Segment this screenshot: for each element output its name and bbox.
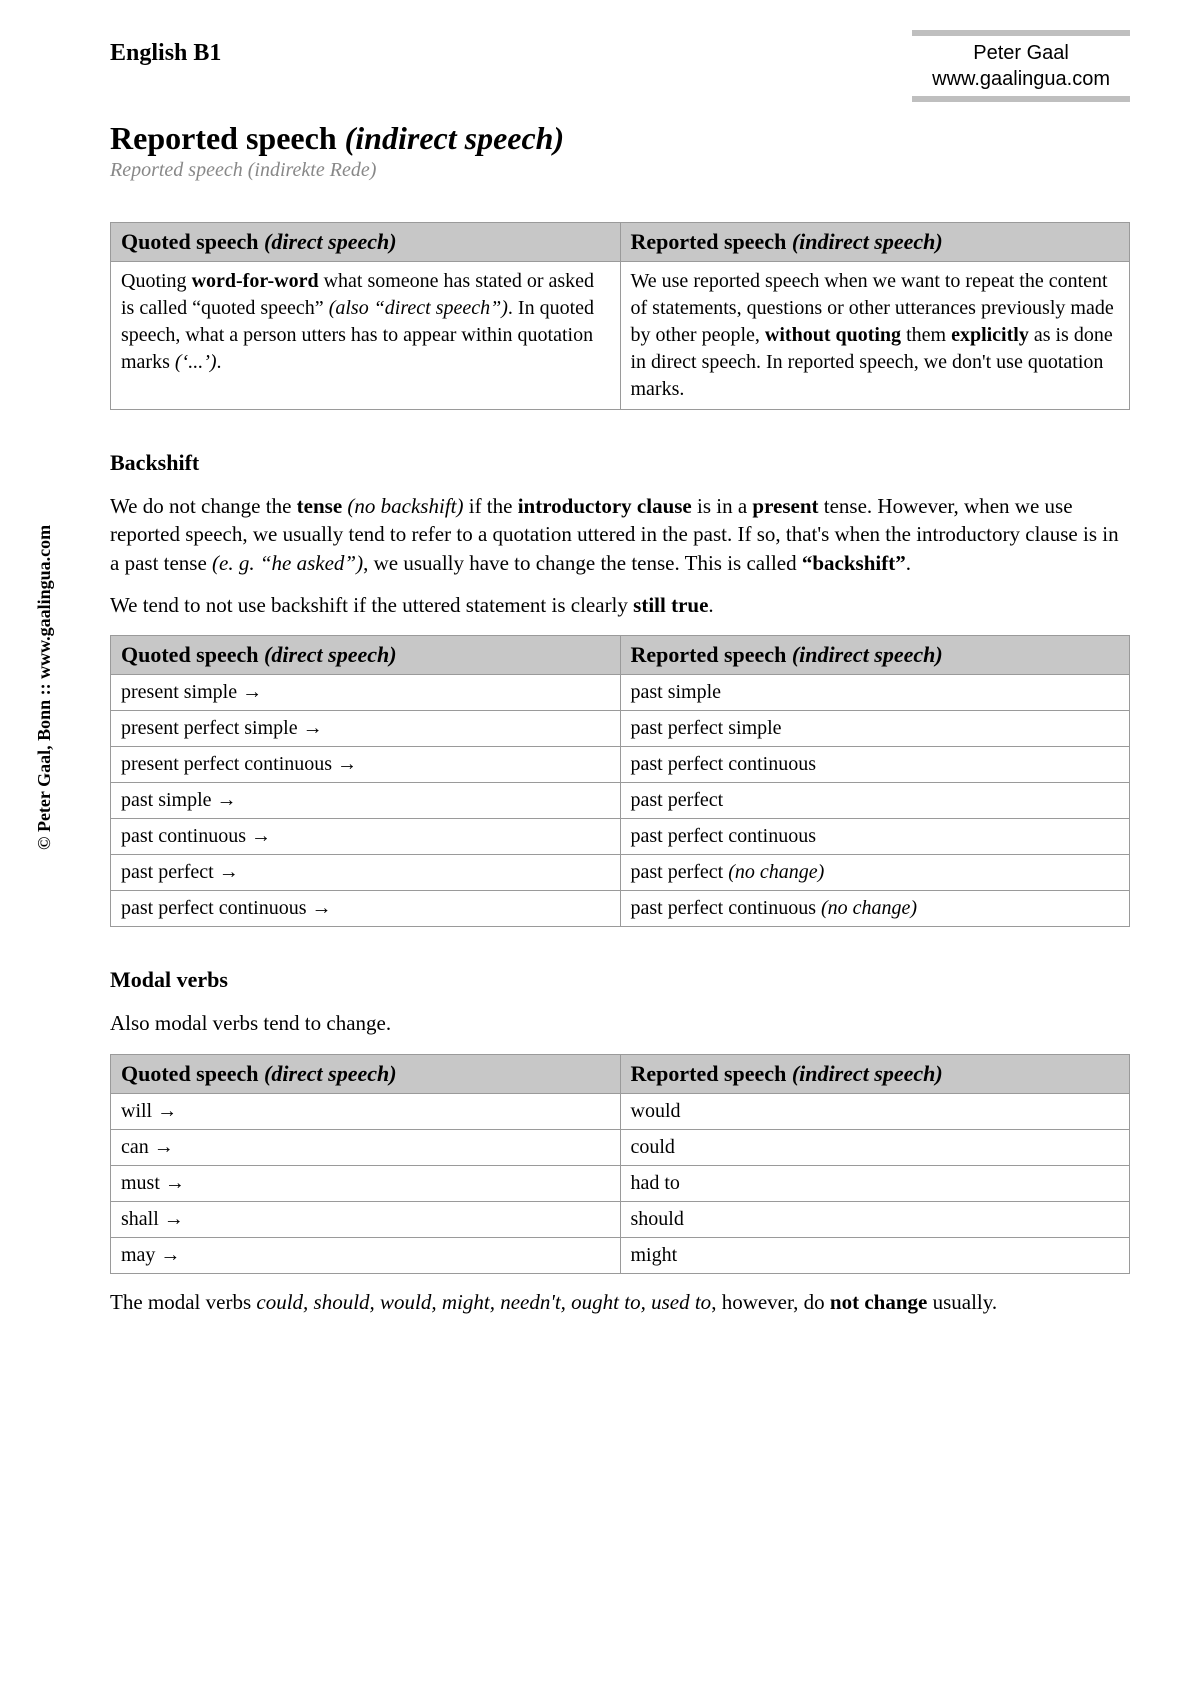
table-cell-right: would: [620, 1093, 1130, 1129]
table-cell-right: past perfect continuous (no change): [620, 891, 1130, 927]
table-cell-right: might: [620, 1237, 1130, 1273]
table-row: present perfect simple →past perfect sim…: [111, 711, 1130, 747]
modal-head-left-paren: (direct speech): [264, 1061, 397, 1086]
backshift-para-2: We tend to not use backshift if the utte…: [110, 591, 1130, 619]
title-paren: (indirect speech): [345, 120, 565, 156]
title-main: Reported speech: [110, 120, 337, 156]
defn-head-left-main: Quoted speech: [121, 229, 259, 254]
table-cell-right: past simple: [620, 675, 1130, 711]
defn-head-right: Reported speech (indirect speech): [620, 223, 1130, 262]
table-row: past simple →past perfect: [111, 783, 1130, 819]
definition-table: Quoted speech (direct speech) Reported s…: [110, 222, 1130, 410]
backshift-head-left-paren: (direct speech): [264, 642, 397, 667]
table-row: past perfect →past perfect (no change): [111, 855, 1130, 891]
table-row: will →would: [111, 1093, 1130, 1129]
table-cell-left: past continuous →: [111, 819, 621, 855]
table-cell-left: past perfect continuous →: [111, 891, 621, 927]
table-cell-right: past perfect continuous: [620, 819, 1130, 855]
table-row: present simple →past simple: [111, 675, 1130, 711]
modal-head-right-main: Reported speech: [631, 1061, 787, 1086]
backshift-head-right-paren: (indirect speech): [792, 642, 943, 667]
table-row: past continuous →past perfect continuous: [111, 819, 1130, 855]
table-cell-right: should: [620, 1201, 1130, 1237]
author-name: Peter Gaal: [932, 40, 1110, 66]
table-cell-left: must →: [111, 1165, 621, 1201]
table-row: present perfect continuous →past perfect…: [111, 747, 1130, 783]
defn-head-right-paren: (indirect speech): [792, 229, 943, 254]
backshift-head-right: Reported speech (indirect speech): [620, 636, 1130, 675]
side-copyright: © Peter Gaal, Bonn :: www.gaalingua.com: [34, 525, 55, 850]
modal-head-right: Reported speech (indirect speech): [620, 1054, 1130, 1093]
modal-heading: Modal verbs: [110, 967, 1130, 993]
backshift-head-left-main: Quoted speech: [121, 642, 259, 667]
modal-head-left-main: Quoted speech: [121, 1061, 259, 1086]
table-cell-right: could: [620, 1129, 1130, 1165]
modal-footer: The modal verbs could, should, would, mi…: [110, 1288, 1130, 1316]
table-cell-left: past perfect →: [111, 855, 621, 891]
table-row: can →could: [111, 1129, 1130, 1165]
backshift-tbody: present simple →past simplepresent perfe…: [111, 675, 1130, 927]
table-row: must →had to: [111, 1165, 1130, 1201]
course-level: English B1: [110, 40, 221, 67]
table-cell-right: past perfect (no change): [620, 855, 1130, 891]
table-cell-right: past perfect: [620, 783, 1130, 819]
backshift-head-right-main: Reported speech: [631, 642, 787, 667]
backshift-table: Quoted speech (direct speech) Reported s…: [110, 635, 1130, 927]
table-row: may →might: [111, 1237, 1130, 1273]
table-cell-left: shall →: [111, 1201, 621, 1237]
modal-tbody: will →wouldcan →couldmust →had toshall →…: [111, 1093, 1130, 1273]
page-subtitle: Reported speech (indirekte Rede): [110, 159, 1130, 182]
backshift-para-1: We do not change the tense (no backshift…: [110, 492, 1130, 577]
defn-cell-right: We use reported speech when we want to r…: [620, 262, 1130, 410]
table-row: shall →should: [111, 1201, 1130, 1237]
defn-head-left-paren: (direct speech): [264, 229, 397, 254]
table-cell-left: may →: [111, 1237, 621, 1273]
backshift-heading: Backshift: [110, 450, 1130, 476]
table-cell-left: present perfect continuous →: [111, 747, 621, 783]
author-box: Peter Gaal www.gaalingua.com: [912, 30, 1130, 102]
table-cell-right: past perfect continuous: [620, 747, 1130, 783]
author-url: www.gaalingua.com: [932, 66, 1110, 92]
modal-intro: Also modal verbs tend to change.: [110, 1009, 1130, 1037]
table-cell-left: present simple →: [111, 675, 621, 711]
defn-cell-left: Quoting word-for-word what someone has s…: [111, 262, 621, 410]
table-cell-left: present perfect simple →: [111, 711, 621, 747]
defn-head-right-main: Reported speech: [631, 229, 787, 254]
modal-head-left: Quoted speech (direct speech): [111, 1054, 621, 1093]
page-title: Reported speech (indirect speech): [110, 120, 1130, 157]
table-cell-left: can →: [111, 1129, 621, 1165]
defn-head-left: Quoted speech (direct speech): [111, 223, 621, 262]
backshift-head-left: Quoted speech (direct speech): [111, 636, 621, 675]
table-cell-left: will →: [111, 1093, 621, 1129]
table-cell-left: past simple →: [111, 783, 621, 819]
header-row: English B1 Peter Gaal www.gaalingua.com: [110, 40, 1130, 102]
modal-head-right-paren: (indirect speech): [792, 1061, 943, 1086]
table-cell-right: had to: [620, 1165, 1130, 1201]
table-cell-right: past perfect simple: [620, 711, 1130, 747]
table-row: past perfect continuous →past perfect co…: [111, 891, 1130, 927]
modal-table: Quoted speech (direct speech) Reported s…: [110, 1054, 1130, 1274]
